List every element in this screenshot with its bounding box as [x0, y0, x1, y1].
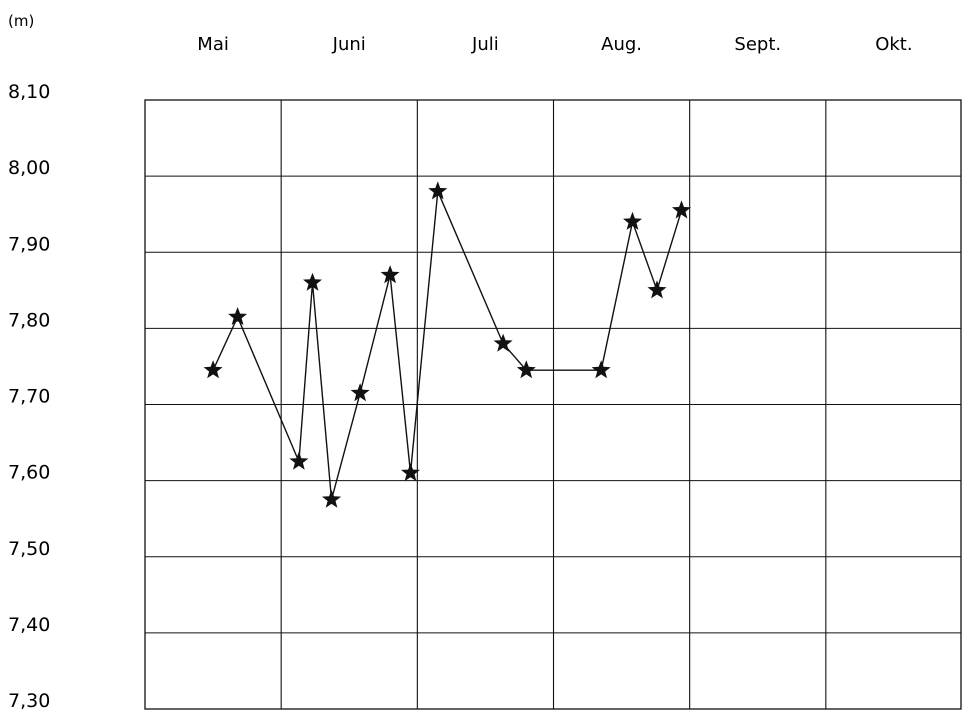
- y-axis-tick-labels: 8,10 8,00 7,90 7,80 7,70 7,60 7,50 7,40 7,30: [8, 81, 50, 712]
- month-label: Sept.: [734, 34, 781, 55]
- data-point-star: [380, 265, 400, 284]
- data-point-star: [289, 451, 309, 470]
- data-point-star: [647, 280, 667, 299]
- plot-grid: [144, 99, 962, 710]
- data-point-star: [516, 360, 536, 379]
- series-markers: [203, 181, 691, 508]
- month-label: Aug.: [601, 34, 642, 55]
- y-tick-label: 7,70: [8, 386, 50, 408]
- data-point-star: [228, 307, 248, 325]
- y-tick-label: 7,80: [8, 309, 50, 331]
- data-point-star: [350, 383, 370, 402]
- y-tick-label: 8,00: [8, 157, 50, 179]
- x-axis-month-labels: Mai Juni Juli Aug. Sept. Okt.: [197, 34, 912, 55]
- data-point-star: [672, 200, 691, 219]
- data-point-star: [401, 463, 420, 482]
- series-line: [212, 191, 683, 500]
- data-point-star: [303, 272, 322, 291]
- y-unit-label: (m): [8, 12, 34, 30]
- y-tick-label: 7,30: [8, 690, 50, 712]
- y-tick-label: 8,10: [8, 81, 50, 103]
- data-point-star: [623, 211, 642, 230]
- data-point-star: [428, 181, 448, 200]
- data-point-star: [203, 360, 223, 379]
- month-label: Juli: [471, 34, 499, 55]
- month-label: Okt.: [875, 34, 912, 55]
- data-point-star: [493, 333, 513, 352]
- y-tick-label: 7,50: [8, 538, 50, 560]
- y-tick-label: 7,60: [8, 462, 50, 484]
- y-tick-label: 7,40: [8, 614, 50, 636]
- month-label: Mai: [197, 34, 229, 55]
- data-point-star: [591, 360, 611, 379]
- month-label: Juni: [332, 34, 366, 55]
- y-tick-label: 7,90: [8, 233, 50, 255]
- data-point-star: [322, 489, 342, 508]
